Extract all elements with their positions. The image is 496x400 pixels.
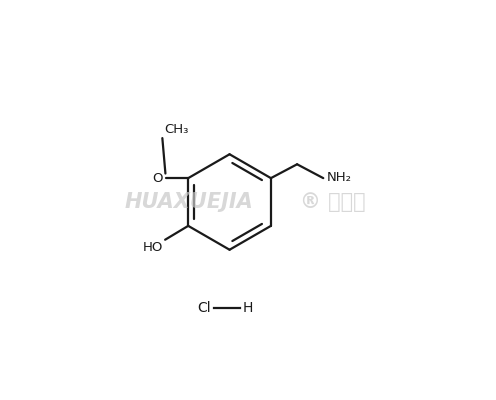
Text: ® 化学加: ® 化学加 <box>301 192 366 212</box>
Text: O: O <box>152 172 162 185</box>
Text: HO: HO <box>142 241 163 254</box>
Text: NH₂: NH₂ <box>326 171 351 184</box>
Text: H: H <box>243 301 253 315</box>
Text: CH₃: CH₃ <box>164 123 188 136</box>
Text: HUAXUEJIA: HUAXUEJIA <box>125 192 253 212</box>
Text: Cl: Cl <box>197 301 211 315</box>
